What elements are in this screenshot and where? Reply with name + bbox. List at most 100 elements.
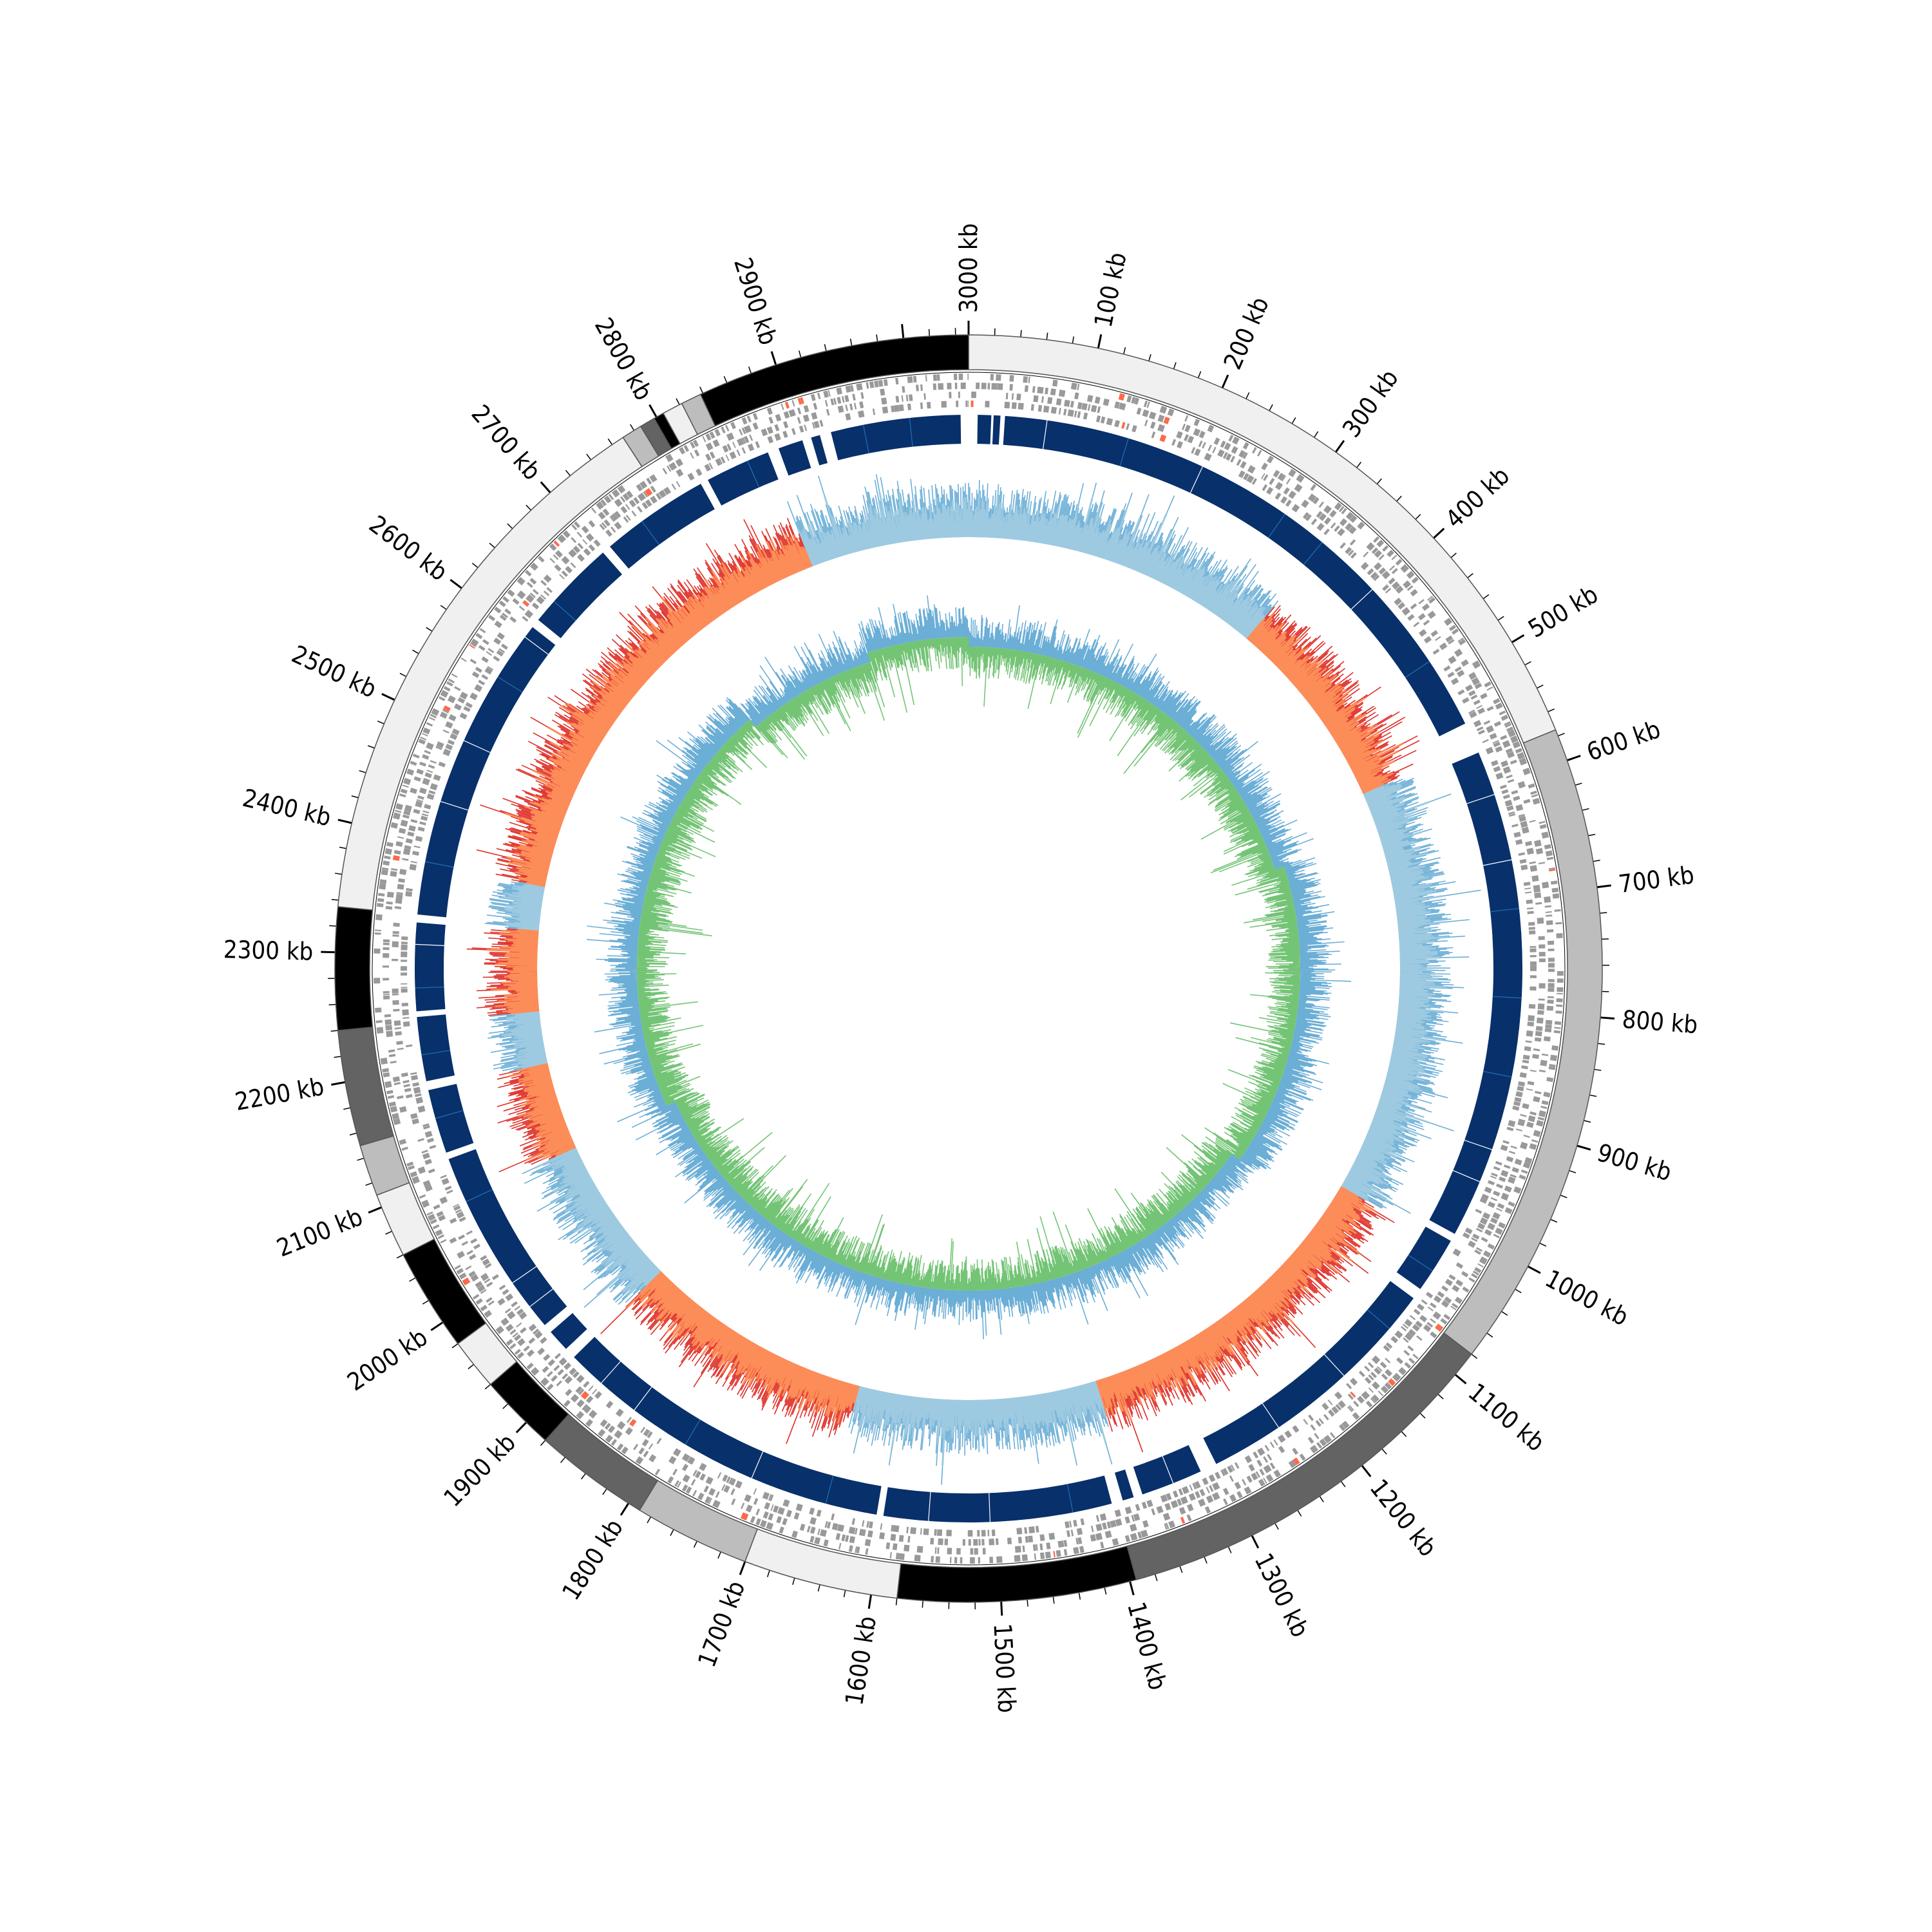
minor-tick [426,627,433,632]
gene-feature [743,425,752,433]
gene-feature [394,810,402,813]
gene-feature [1041,396,1044,403]
gene-feature [418,738,426,745]
gene-feature [1114,401,1121,409]
gene-feature [819,420,824,427]
gene-feature [1364,1377,1372,1385]
gene-feature [1166,1493,1172,1501]
gene-feature [1228,434,1234,442]
gene-feature [480,1273,489,1282]
synteny-seam [1066,1484,1074,1513]
synteny-seam [747,460,760,488]
gene-feature [1501,1170,1509,1177]
gene-feature [1499,1176,1506,1182]
gene-feature [1510,1145,1517,1150]
gene-feature [1319,1438,1327,1447]
gene-feature [1106,417,1113,426]
gene-feature [982,1548,986,1555]
gene-feature [1530,975,1537,978]
gene-feature [1285,478,1291,485]
gene-feature [625,504,630,510]
gene-feature [762,1492,770,1500]
gene-feature [1548,969,1555,972]
gene-feature [1480,692,1488,699]
gene-feature [731,1498,736,1506]
gene-feature [1378,567,1387,575]
gene-feature [836,387,842,395]
gene-feature [1513,795,1520,801]
gene-feature [813,421,820,429]
minor-tick [471,562,478,569]
gene-feature [1550,880,1558,885]
gene-feature [486,1297,493,1303]
tick-label: 2500 kb [287,639,381,703]
major-tick [450,578,462,589]
gene-feature [1527,1081,1535,1086]
gene-feature [1503,1164,1511,1170]
gene-feature [1548,983,1555,988]
minor-tick [843,1590,846,1598]
gene-feature [1544,1036,1551,1042]
minor-tick [440,605,447,610]
gene-feature [1166,1522,1170,1530]
gene-feature [438,1215,446,1222]
gene-feature [1425,1291,1434,1299]
gene-feature [672,1448,681,1457]
gene-feature [1352,1412,1360,1420]
gene-feature [538,556,545,562]
gene-feature [1419,629,1427,637]
gene-feature [1544,905,1551,908]
gene-feature [424,804,431,810]
gene-feature [1365,1400,1373,1408]
gene-feature [849,403,853,411]
gene-feature [1296,474,1305,483]
gene-feature [824,400,828,407]
gene-feature [1373,536,1380,543]
gene-feature [767,435,774,444]
gene-feature [848,1545,853,1553]
gene-feature [388,1101,396,1107]
gene-feature [874,380,879,388]
gene-feature [1502,766,1511,774]
gene-feature [768,417,774,424]
gene-feature [1184,434,1189,442]
gene-feature [1366,542,1375,551]
gene-feature [1510,735,1519,744]
gene-feature [1349,539,1356,546]
gene-feature [1493,721,1502,727]
gene-feature [611,526,616,533]
gene-feature [1419,1314,1428,1323]
gene-feature [386,901,393,905]
gene-feature [810,393,816,401]
gene-feature [1506,1126,1514,1132]
gene-feature [1529,1143,1537,1150]
minor-tick [817,1584,820,1592]
tick-label: 100 kb [1089,250,1132,330]
gene-feature [1090,1534,1097,1542]
gene-feature [1133,397,1140,405]
gene-feature [524,609,533,619]
gene-feature [1530,865,1538,872]
gene-feature [385,905,393,910]
minor-tick [365,1182,373,1186]
major-tick [1000,1601,1003,1616]
gene-feature [401,972,408,976]
gene-feature [540,1377,549,1387]
gene-feature [384,1081,392,1088]
gene-feature [1478,729,1485,735]
minor-tick [540,1439,546,1446]
gene-feature [1186,1514,1192,1522]
gene-feature [1557,978,1564,983]
gene-feature [1392,1372,1401,1382]
gene-feature [422,810,430,814]
gene-feature [417,826,425,832]
gene-feature [845,1535,849,1542]
gene-feature [1037,404,1043,412]
gene-feature [430,1218,437,1225]
gene-feature [469,692,478,701]
gene-feature [1445,635,1454,643]
minor-tick [1396,495,1402,502]
gene-feature [443,686,451,692]
gene-feature [420,736,427,741]
gene-feature [1495,1183,1504,1189]
